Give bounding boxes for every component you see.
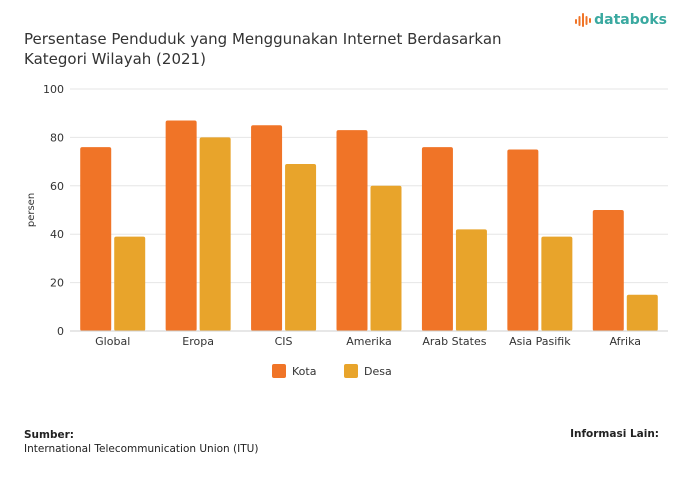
bar-desa <box>370 185 402 331</box>
chart-title: Persentase Penduduk yang Menggunakan Int… <box>24 30 502 68</box>
bar-kota <box>251 125 283 331</box>
bar-kota <box>592 210 624 331</box>
chart-legend: Kota Desa <box>0 364 683 382</box>
y-tick-label: 0 <box>57 325 64 338</box>
y-tick-label: 60 <box>50 180 64 193</box>
legend-label-desa: Desa <box>364 364 392 378</box>
bar-desa <box>455 229 487 331</box>
bar-desa <box>199 137 231 331</box>
bar-kota <box>165 120 197 332</box>
y-tick-label: 100 <box>43 83 64 96</box>
y-tick-label: 80 <box>50 131 64 144</box>
databoks-logo-icon <box>575 13 592 27</box>
x-tick-label: Amerika <box>346 335 392 348</box>
bar-kota <box>80 147 112 331</box>
bar-desa <box>114 236 146 331</box>
legend-label-kota: Kota <box>292 364 317 378</box>
y-axis-label: persen <box>26 193 37 227</box>
bar-kota <box>507 149 539 331</box>
x-tick-label: Afrika <box>610 335 642 348</box>
bar-desa <box>626 294 658 331</box>
legend-item-desa[interactable]: Desa <box>344 364 392 378</box>
bar-desa <box>285 164 317 331</box>
info-label: Informasi Lain: <box>570 428 659 440</box>
y-tick-label: 40 <box>50 228 64 241</box>
bar-desa <box>541 236 573 331</box>
source-text: International Telecommunication Union (I… <box>24 443 259 455</box>
x-tick-label: Global <box>95 335 130 348</box>
x-tick-label: Asia Pasifik <box>509 335 571 348</box>
databoks-logo-text: databoks <box>594 12 667 28</box>
legend-swatch-kota <box>272 364 286 378</box>
source-label: Sumber: <box>24 429 74 441</box>
bar-kota <box>336 130 368 331</box>
databoks-logo[interactable]: databoks <box>575 12 667 28</box>
x-tick-label: Arab States <box>422 335 486 348</box>
x-tick-label: CIS <box>275 335 293 348</box>
source-block: Sumber: International Telecommunication … <box>24 428 258 456</box>
legend-item-kota[interactable]: Kota <box>272 364 316 378</box>
legend-swatch-desa <box>344 364 358 378</box>
y-tick-label: 20 <box>50 277 64 290</box>
x-tick-label: Eropa <box>182 335 214 348</box>
bar-kota <box>421 147 453 331</box>
